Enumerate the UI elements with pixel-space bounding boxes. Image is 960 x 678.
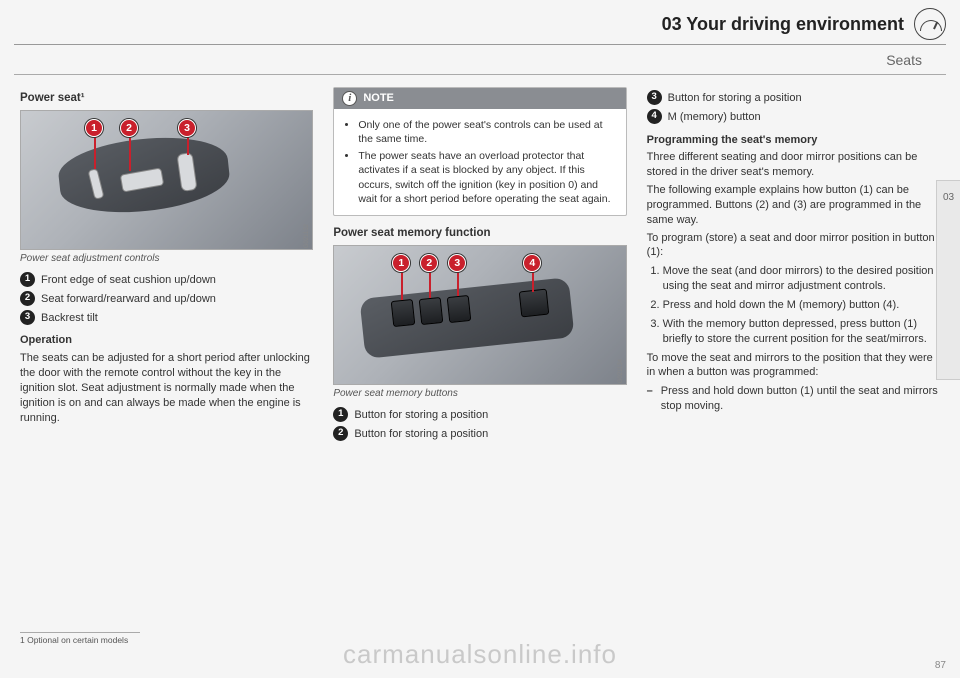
programming-steps: Move the seat (and door mirrors) to the …	[647, 264, 940, 346]
callout-2: 2	[120, 119, 138, 137]
note-item: Only one of the power seat's controls ca…	[358, 118, 615, 146]
legend-num-1: 1	[20, 272, 35, 287]
section-title: Seats	[14, 45, 946, 75]
programming-text: To program (store) a seat and door mirro…	[647, 231, 940, 261]
callout-1: 1	[85, 119, 103, 137]
page-header: 03 Your driving environment	[0, 0, 960, 44]
note-box: i NOTE Only one of the power seat's cont…	[333, 87, 626, 216]
note-list: Only one of the power seat's controls ca…	[334, 109, 625, 215]
chapter-title: 03 Your driving environment	[662, 12, 904, 36]
legend-num-2: 2	[20, 291, 35, 306]
legend-text: Button for storing a position	[354, 426, 488, 442]
column-3: 3 Button for storing a position 4 M (mem…	[647, 87, 940, 445]
step-item: Move the seat (and door mirrors) to the …	[663, 264, 940, 294]
gauge-icon	[914, 8, 946, 40]
restore-step: Press and hold down button (1) until the…	[661, 384, 940, 414]
programming-text: The following example explains how butto…	[647, 183, 940, 228]
legend-item: 3 Backrest tilt	[20, 310, 313, 326]
callout-2: 2	[420, 254, 438, 272]
callout-4: 4	[523, 254, 541, 272]
info-icon: i	[342, 91, 357, 106]
legend-item: 1 Button for storing a position	[333, 407, 626, 423]
legend-item: 2 Seat forward/rearward and up/down	[20, 291, 313, 307]
figure-code: G021132	[303, 224, 311, 248]
programming-heading: Programming the seat's memory	[647, 133, 940, 148]
callout-3: 3	[178, 119, 196, 137]
operation-heading: Operation	[20, 333, 313, 348]
chapter-tab: 03	[936, 180, 960, 380]
legend-item: 1 Front edge of seat cushion up/down	[20, 272, 313, 288]
legend-text: Button for storing a position	[354, 407, 488, 423]
page-number: 87	[935, 659, 946, 673]
legend-item: 2 Button for storing a position	[333, 426, 626, 442]
figure-seat-controls: 1 2 3 G021132	[20, 110, 313, 250]
legend-text: M (memory) button	[668, 109, 761, 125]
legend-text: Seat forward/rearward and up/down	[41, 291, 216, 307]
figure-memory-buttons: 1 2 3 4 G021134	[333, 245, 626, 385]
step-item: With the memory button depressed, press …	[663, 317, 940, 347]
restore-list: Press and hold down button (1) until the…	[647, 384, 940, 414]
column-1: Power seat¹ 1 2 3 G021132 Power seat adj…	[20, 87, 313, 445]
operation-text: The seats can be adjusted for a short pe…	[20, 351, 313, 425]
step-item: Press and hold down the M (memory) butto…	[663, 298, 940, 313]
legend-num-3: 3	[20, 310, 35, 325]
figure-caption: Power seat adjustment controls	[20, 252, 313, 266]
legend-item: 4 M (memory) button	[647, 109, 940, 125]
content-columns: Power seat¹ 1 2 3 G021132 Power seat adj…	[0, 87, 960, 445]
memory-heading: Power seat memory function	[333, 226, 626, 242]
footer: 1 Optional on certain models	[0, 632, 960, 646]
figure-caption: Power seat memory buttons	[333, 387, 626, 401]
figure-code: G021134	[617, 359, 625, 383]
legend-num-2: 2	[333, 426, 348, 441]
legend-text: Front edge of seat cushion up/down	[41, 272, 216, 288]
footnote-text: 1 Optional on certain models	[0, 633, 960, 646]
legend-num-4: 4	[647, 109, 662, 124]
column-2: i NOTE Only one of the power seat's cont…	[333, 87, 626, 445]
callout-3: 3	[448, 254, 466, 272]
programming-text: Three different seating and door mirror …	[647, 150, 940, 180]
note-title: NOTE	[363, 91, 394, 106]
power-seat-heading: Power seat¹	[20, 91, 313, 107]
legend-text: Button for storing a position	[668, 90, 802, 106]
tab-number: 03	[943, 191, 954, 205]
restore-intro: To move the seat and mirrors to the posi…	[647, 351, 940, 381]
legend-num-3: 3	[647, 90, 662, 105]
legend-text: Backrest tilt	[41, 310, 98, 326]
note-item: The power seats have an overload protect…	[358, 149, 615, 206]
note-header: i NOTE	[334, 88, 625, 109]
legend-item: 3 Button for storing a position	[647, 90, 940, 106]
callout-1: 1	[392, 254, 410, 272]
legend-num-1: 1	[333, 407, 348, 422]
